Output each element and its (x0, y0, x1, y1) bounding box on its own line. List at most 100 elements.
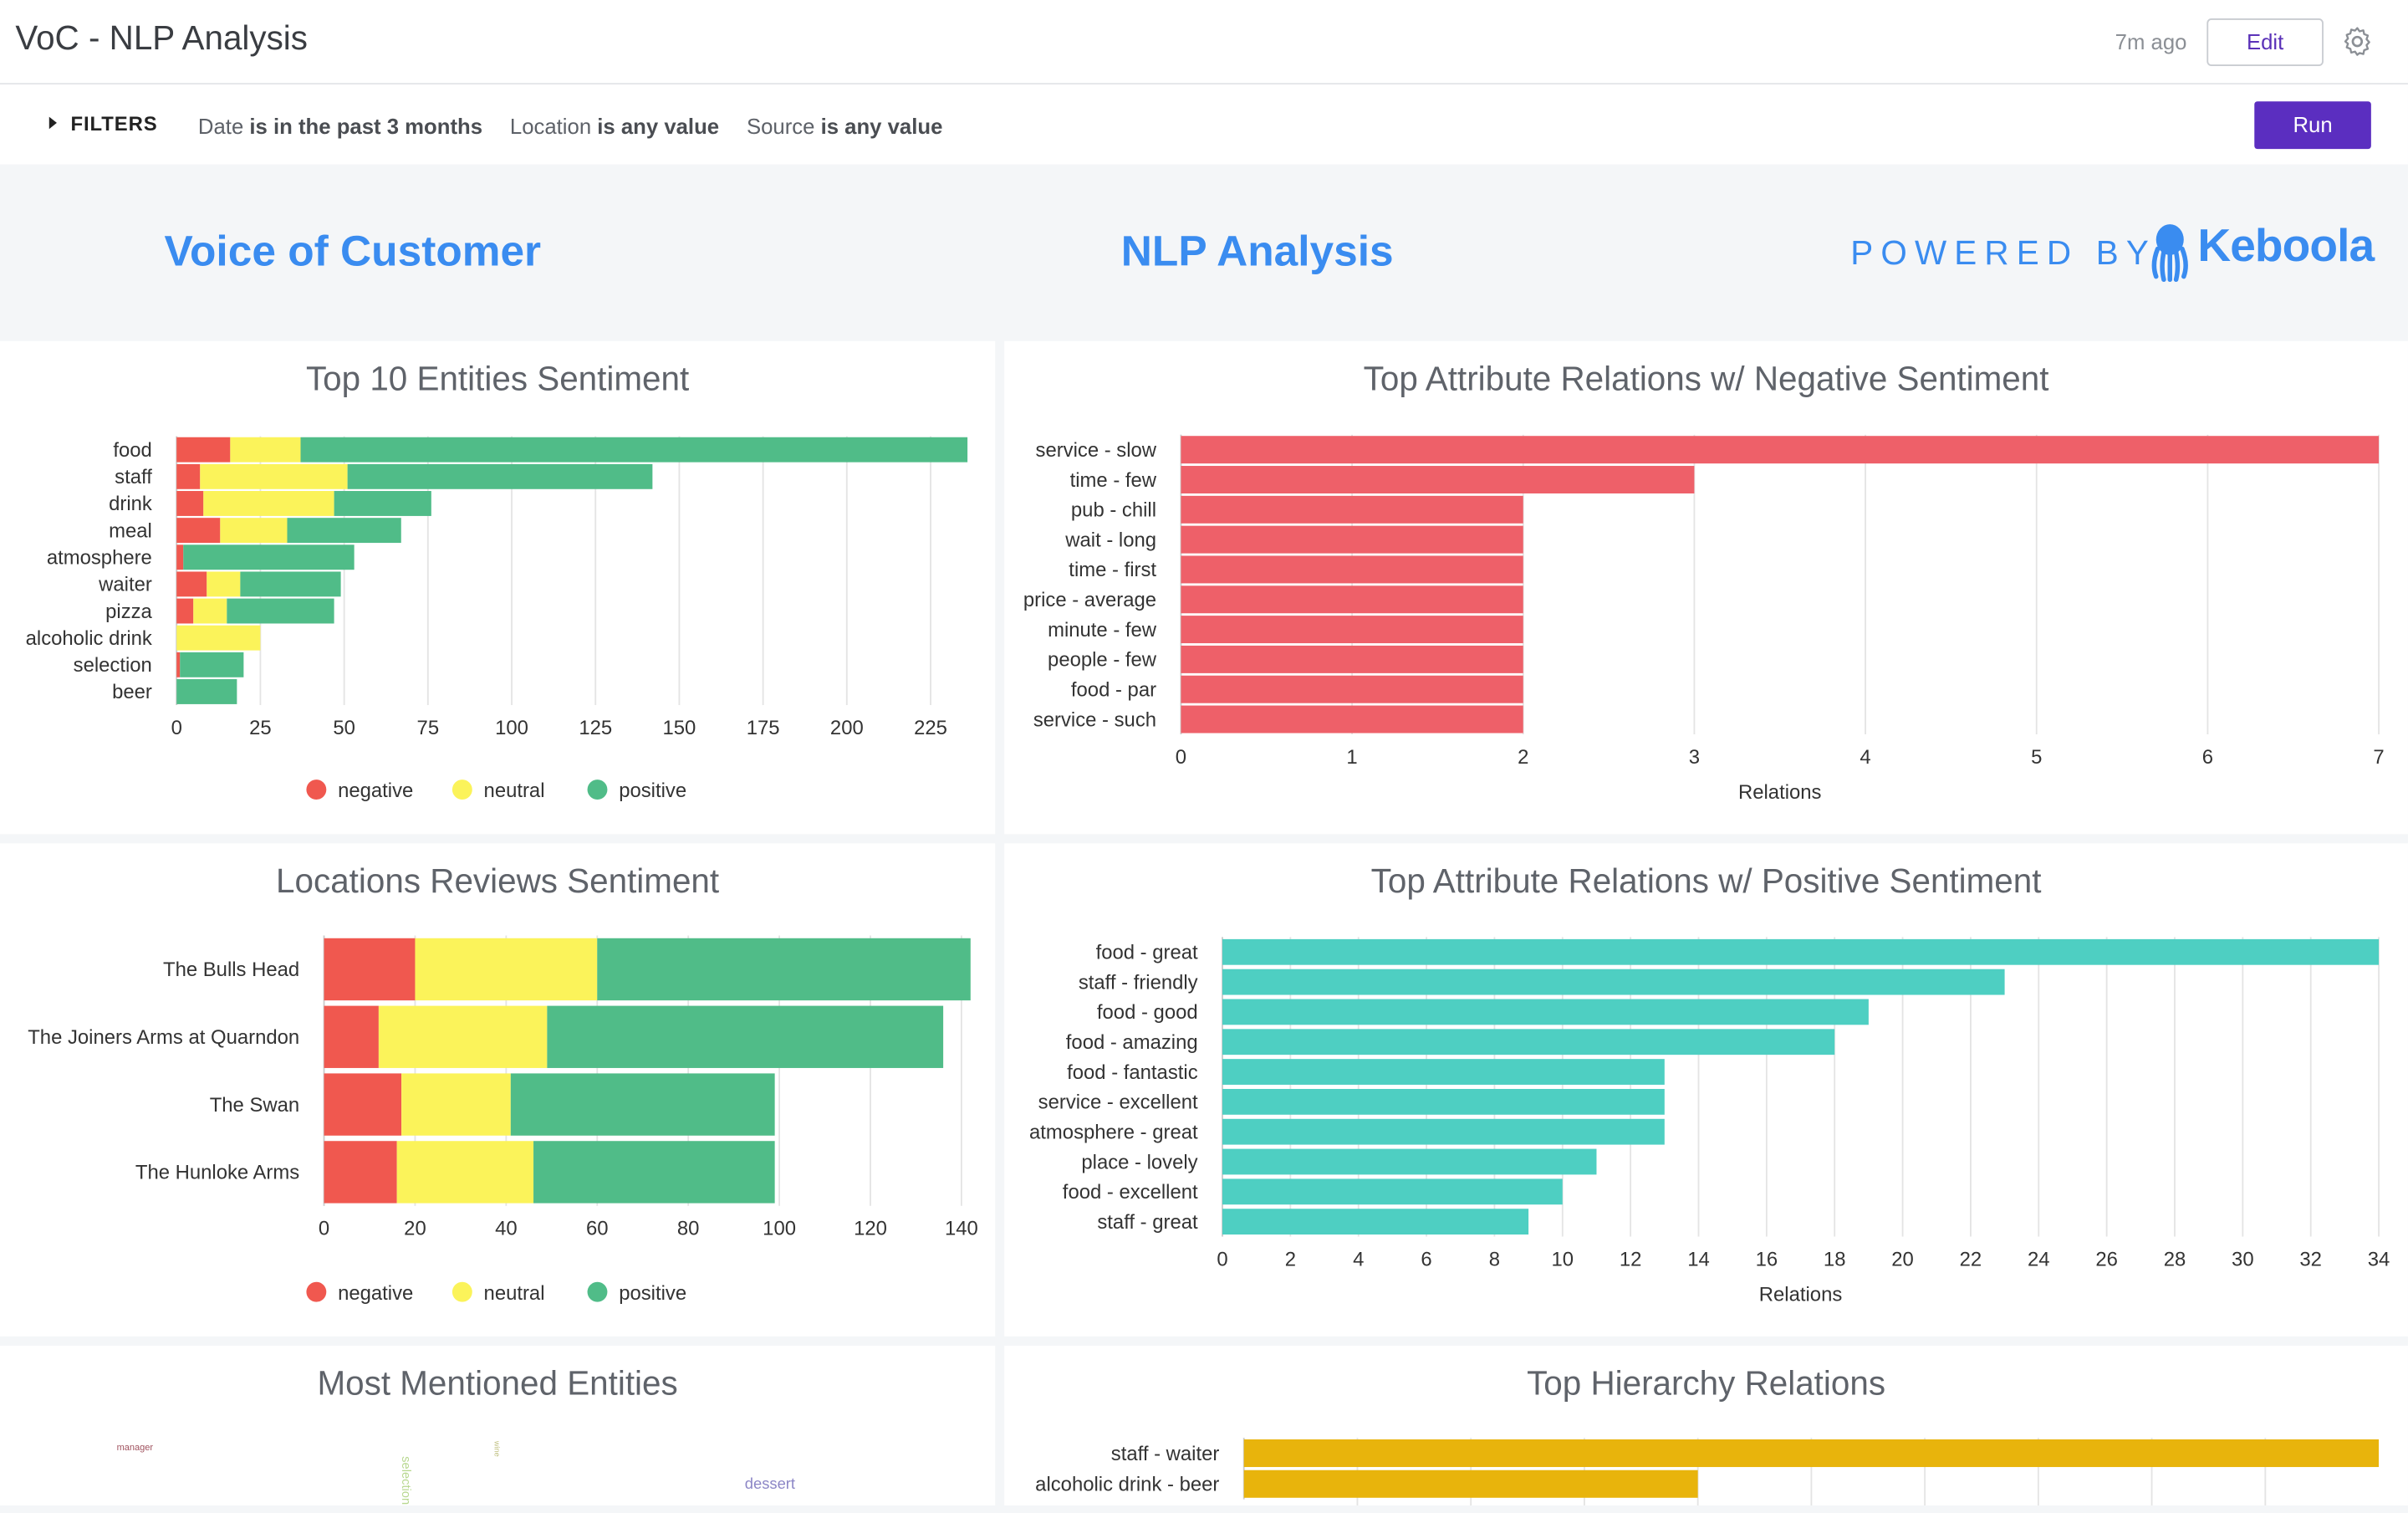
x-tick-label: 28 (2164, 1248, 2186, 1270)
dashboard-title: VoC - NLP Analysis (15, 18, 309, 57)
x-tick-label: 18 (1824, 1248, 1846, 1270)
bar-segment-neutral (207, 571, 241, 597)
category-label: pizza (105, 601, 152, 623)
filter-source[interactable]: Source is any value (747, 114, 942, 138)
panel-entities-title: Top 10 Entities Sentiment (305, 359, 690, 398)
x-tick-label: 2 (1285, 1248, 1296, 1270)
bar (1222, 969, 2005, 995)
bar (1222, 938, 2380, 965)
filter-date[interactable]: Date is in the past 3 months (198, 114, 482, 138)
category-label: people - few (1048, 649, 1157, 672)
filter-summary: Date is in the past 3 months Location is… (198, 114, 964, 138)
category-label: food - fantastic (1067, 1061, 1198, 1084)
legend-marker-positive (587, 780, 608, 800)
x-tick-label: 2 (1518, 746, 1528, 769)
bar-segment-positive (510, 1073, 775, 1136)
bar (1181, 645, 1523, 673)
powered-by-label: POWERED BY (1850, 233, 2156, 273)
panel-locations: Locations Reviews Sentiment 0 20 40 60 80 100… (0, 843, 996, 1337)
edit-button[interactable]: Edit (2206, 18, 2324, 66)
category-label: staff (115, 466, 152, 488)
bar-segment-negative (324, 1005, 379, 1068)
bar-segment-positive (240, 571, 341, 597)
bar (1222, 1118, 1665, 1145)
caret-right-icon (48, 116, 57, 130)
bar-segment-neutral (200, 463, 348, 489)
bar (1181, 466, 1695, 493)
filter-source-field: Source (746, 113, 815, 139)
x-tick-label: 3 (1689, 746, 1700, 769)
bar-segment-neutral (415, 938, 598, 1001)
bar-segment-neutral (203, 491, 334, 516)
category-label: waiter (98, 574, 152, 596)
x-tick-label: 1 (1346, 746, 1357, 769)
x-tick-label: 0 (319, 1218, 329, 1240)
bar (1181, 675, 1523, 703)
x-tick-label: 10 (1552, 1248, 1574, 1270)
bar-segment-negative (176, 463, 201, 489)
x-axis-title: Relations (1759, 1284, 1843, 1306)
category-label: The Hunloke Arms (135, 1162, 299, 1184)
filters-toggle[interactable]: FILTERS (48, 112, 158, 135)
category-label: time - first (1069, 559, 1156, 581)
bar-segment-positive (183, 544, 355, 570)
gear-icon[interactable] (2340, 24, 2374, 58)
category-label: alcoholic drink - beer (1035, 1474, 1219, 1496)
category-label: pub - chill (1071, 499, 1156, 522)
category-label: service - excellent (1038, 1091, 1198, 1114)
category-label: The Swan (210, 1094, 299, 1117)
legend-label-neutral: neutral (484, 780, 545, 802)
wordcloud-word: manager (117, 1443, 154, 1453)
bar-segment-positive (300, 437, 968, 463)
filters-toggle-label: FILTERS (70, 112, 158, 135)
category-label: selection (74, 654, 152, 677)
banner-nlp-analysis: NLP Analysis (1120, 227, 1394, 275)
bar-segment-neutral (220, 518, 288, 544)
legend-label-positive: positive (619, 780, 686, 802)
x-tick-label: 225 (914, 717, 947, 739)
bar (1181, 585, 1523, 614)
x-tick-label: 125 (579, 717, 612, 739)
bar (1181, 616, 1523, 644)
run-button[interactable]: Run (2254, 101, 2371, 150)
x-tick-label: 0 (1217, 1248, 1227, 1270)
keboola-brand-text: Keboola (2197, 221, 2375, 273)
bar-segment-negative (324, 1073, 402, 1136)
category-label: drink (109, 493, 152, 515)
wordcloud-word: wine (492, 1440, 501, 1457)
bar-segment-positive (227, 598, 334, 624)
bar-segment-positive (547, 1005, 944, 1068)
bar-segment-positive (176, 679, 237, 704)
top-bar: VoC - NLP Analysis 7m ago Edit (0, 0, 2408, 85)
bar (1181, 436, 2380, 464)
bar (1181, 705, 1523, 733)
category-label: price - average (1023, 589, 1156, 611)
x-tick-label: 14 (1687, 1248, 1710, 1270)
x-axis-title: Relations (1738, 781, 1822, 804)
bar-segment-negative (176, 571, 207, 597)
bar (1222, 1088, 1665, 1115)
bar-segment-neutral (401, 1073, 511, 1136)
panel-pos-relations: Top Attribute Relations w/ Positive Sent… (1004, 843, 2408, 1337)
bar-segment-neutral (396, 1141, 534, 1204)
panel-neg-relations-title: Top Attribute Relations w/ Negative Sent… (1363, 359, 2049, 398)
bar-segment-neutral (193, 598, 227, 624)
banner-voice-of-customer: Voice of Customer (164, 227, 542, 275)
category-label: atmosphere (47, 547, 152, 570)
bar-segment-negative (176, 652, 181, 677)
banner: Voice of Customer NLP Analysis POWERED B… (0, 166, 2408, 340)
x-tick-label: 8 (1489, 1248, 1500, 1270)
x-tick-label: 5 (2031, 746, 2042, 769)
filter-location[interactable]: Location is any value (510, 114, 719, 138)
bar (1243, 1470, 1698, 1498)
wordcloud-word: selection (399, 1456, 412, 1505)
legend-label-negative: negative (338, 780, 413, 802)
bar (1222, 1059, 1665, 1085)
x-tick-label: 100 (763, 1218, 796, 1240)
category-label: food (113, 439, 151, 462)
category-label: service - such (1033, 708, 1156, 731)
filter-source-value: is any value (820, 113, 943, 139)
bar (1222, 1029, 1835, 1056)
wordcloud-word: dessert (745, 1475, 795, 1492)
